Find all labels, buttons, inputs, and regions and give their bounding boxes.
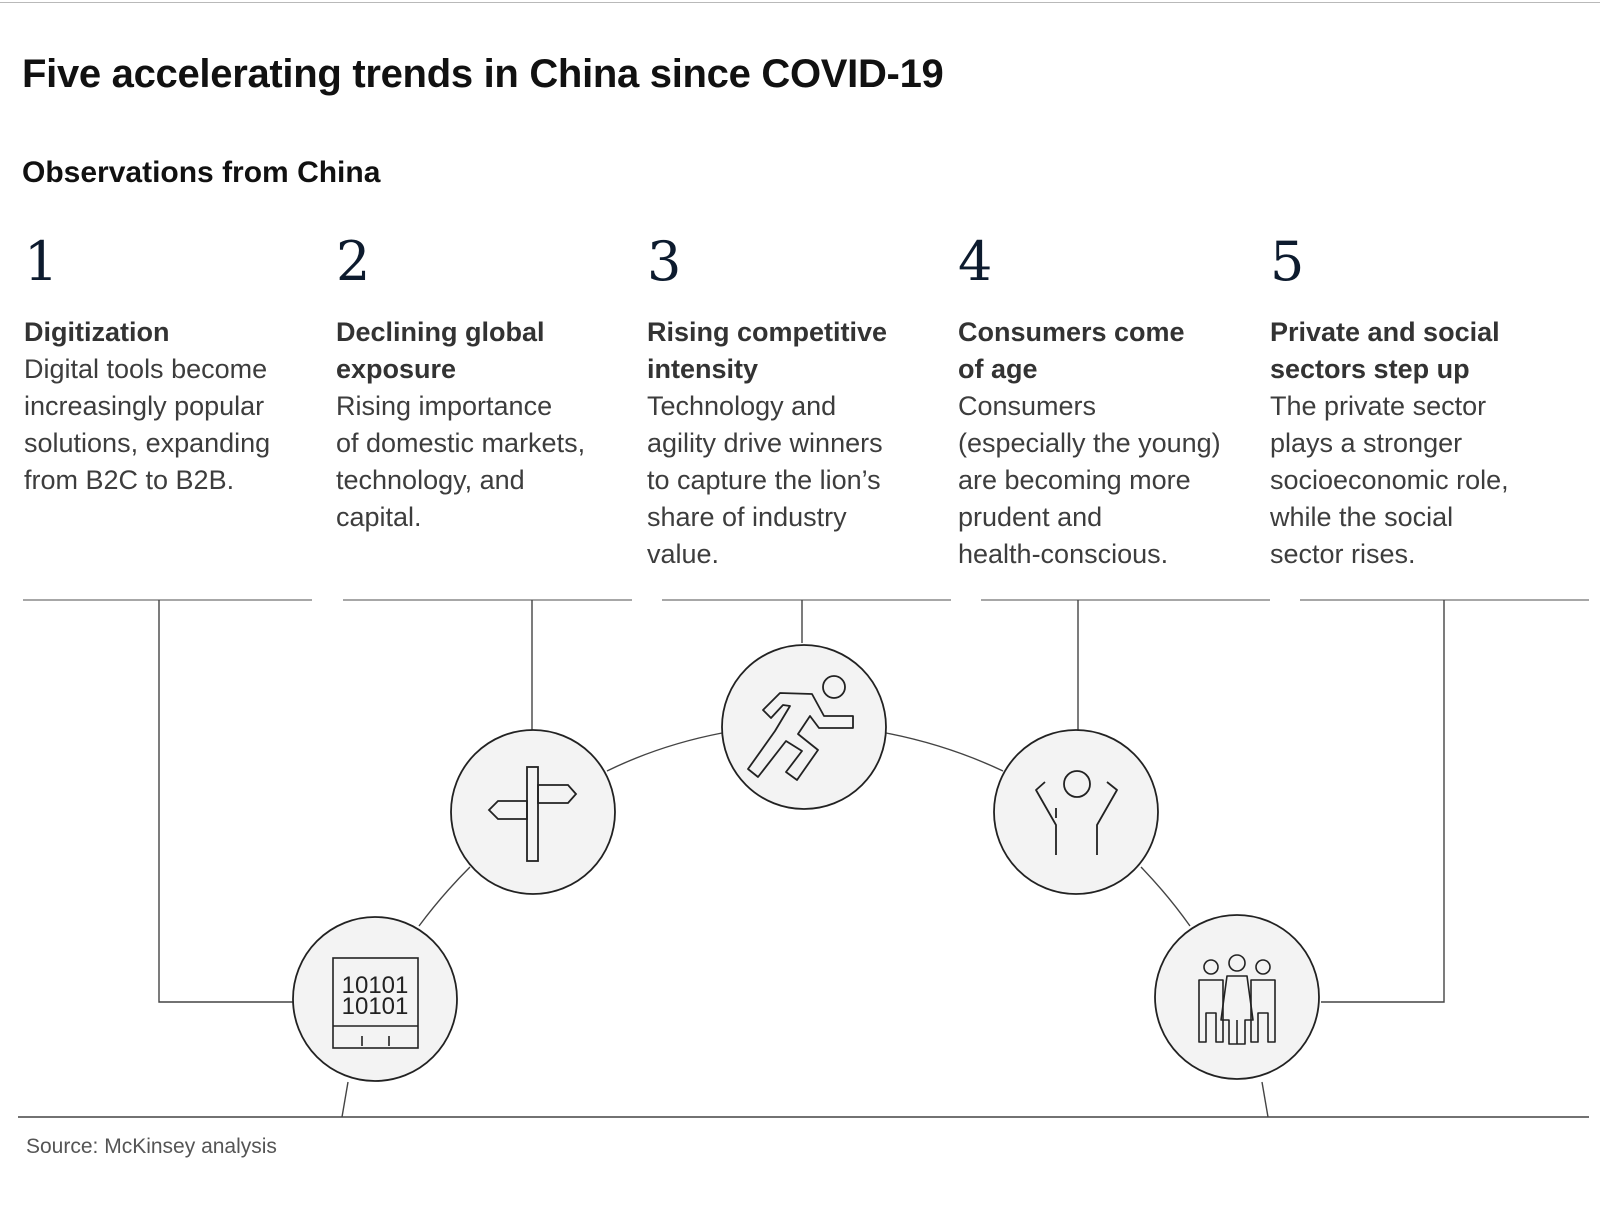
trend-number: 1 — [24, 230, 59, 293]
trend-number: 5 — [1270, 230, 1305, 293]
trend-number: 2 — [336, 230, 371, 293]
trend-number: 4 — [958, 230, 993, 293]
trend-number: 3 — [647, 230, 682, 293]
trend-heading: Digitization — [24, 317, 170, 347]
trend-heading: Rising competitive intensity — [647, 317, 888, 384]
trend-description: Rising importance of domestic markets, t… — [336, 391, 586, 532]
arc-connectors — [341, 732, 1269, 1118]
leader-lines — [158, 600, 1445, 1003]
trend-heading: Declining global exposure — [336, 317, 545, 384]
trend-heading: Private and social sectors step up — [1270, 317, 1500, 384]
trend-description: Digital tools become increasingly popula… — [24, 354, 271, 495]
page-title: Five accelerating trends in China since … — [22, 52, 944, 96]
group-of-people-icon — [1198, 954, 1276, 1045]
trend-2: 2 Declining global exposure Rising impor… — [336, 230, 636, 536]
source-note: Source: McKinsey analysis — [26, 1135, 277, 1158]
trend-description: The private sector plays a stronger soci… — [1270, 391, 1509, 569]
trend-4: 4 Consumers come of age Consumers (espec… — [958, 230, 1258, 573]
trend-description: Technology and agility drive winners to … — [647, 391, 883, 569]
trend-heading: Consumers come of age — [958, 317, 1185, 384]
top-rule — [0, 2, 1600, 3]
binary-line-2: 10101 — [342, 993, 409, 1020]
icon-circles — [292, 644, 1320, 1082]
trend-1: 1 Digitization Digital tools become incr… — [24, 230, 324, 499]
signpost-icon — [487, 766, 578, 862]
trend-5: 5 Private and social sectors step up The… — [1270, 230, 1570, 573]
trend-description: Consumers (especially the young) are bec… — [958, 391, 1221, 569]
page-subtitle: Observations from China — [22, 156, 381, 189]
binary-tablet-icon: 10101 10101 — [332, 957, 419, 1049]
raised-arms-person-icon — [1035, 770, 1118, 855]
binary-line-1: 10101 — [342, 972, 409, 999]
trend-3: 3 Rising competitive intensity Technolog… — [647, 230, 947, 573]
runner-icon — [747, 675, 854, 781]
